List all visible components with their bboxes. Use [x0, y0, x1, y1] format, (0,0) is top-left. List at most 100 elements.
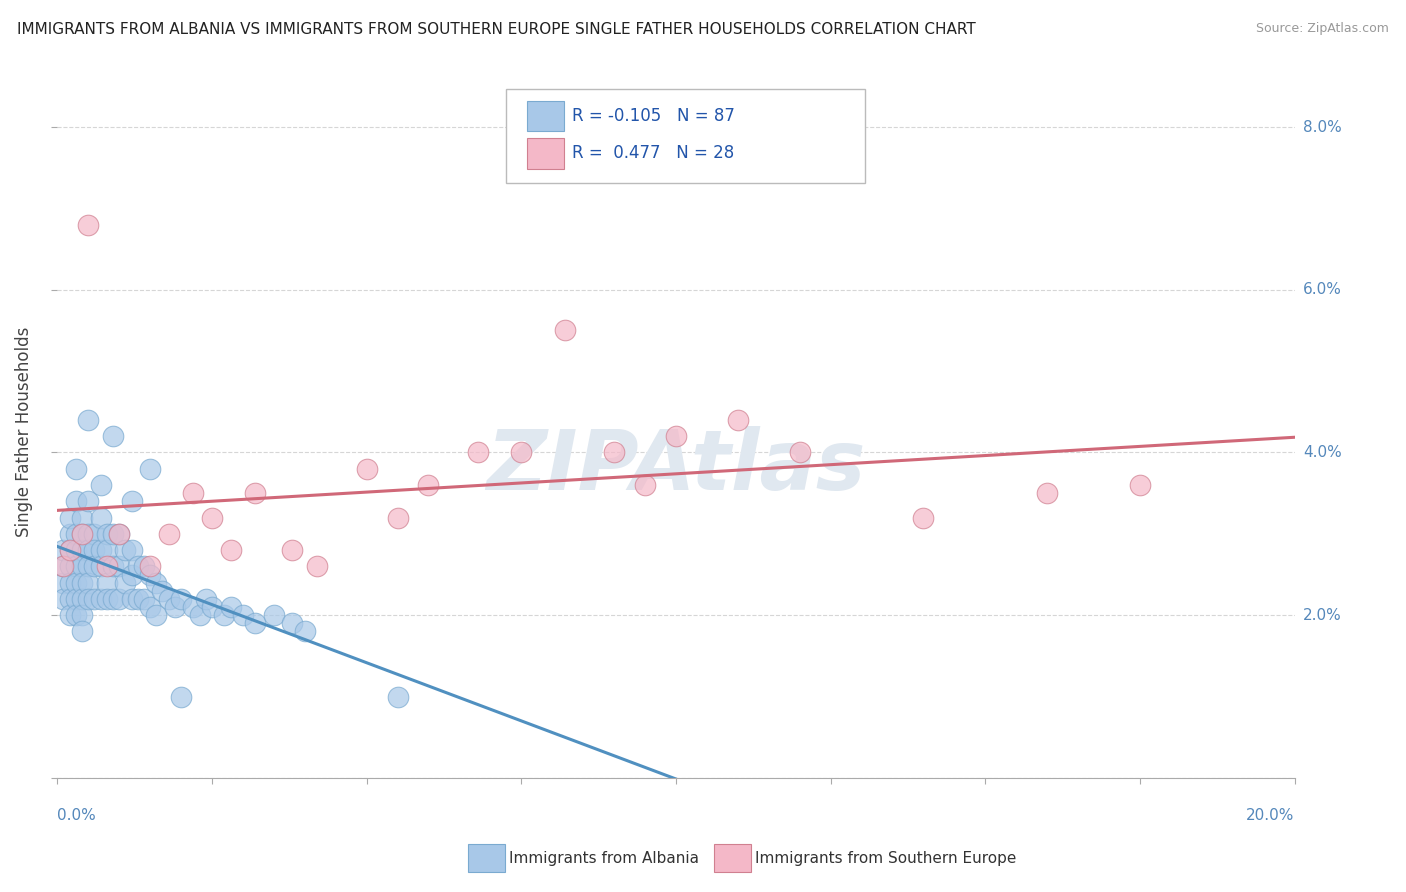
Point — [127, 559, 149, 574]
Point — [139, 600, 162, 615]
Point — [59, 575, 82, 590]
Point — [83, 526, 105, 541]
Point — [219, 543, 242, 558]
Point — [188, 608, 211, 623]
Point — [152, 583, 174, 598]
Point — [139, 462, 162, 476]
Point — [70, 526, 93, 541]
Point — [201, 510, 224, 524]
Point — [232, 608, 254, 623]
Point — [59, 591, 82, 606]
Text: Source: ZipAtlas.com: Source: ZipAtlas.com — [1256, 22, 1389, 36]
Point — [70, 608, 93, 623]
Point — [467, 445, 489, 459]
Point — [307, 559, 329, 574]
Point — [65, 462, 87, 476]
Point — [139, 559, 162, 574]
Y-axis label: Single Father Households: Single Father Households — [15, 327, 32, 537]
Point — [170, 690, 193, 704]
Point — [127, 591, 149, 606]
Point — [121, 543, 143, 558]
Point — [245, 486, 267, 500]
Point — [101, 591, 124, 606]
Point — [157, 526, 180, 541]
Text: 8.0%: 8.0% — [1303, 120, 1341, 135]
Point — [65, 494, 87, 508]
Point — [121, 567, 143, 582]
Text: 20.0%: 20.0% — [1246, 808, 1295, 823]
Point — [101, 526, 124, 541]
Point — [77, 526, 100, 541]
Point — [108, 526, 131, 541]
Point — [52, 575, 75, 590]
Point — [108, 526, 131, 541]
Point — [77, 559, 100, 574]
Point — [603, 445, 626, 459]
Point — [52, 543, 75, 558]
Point — [96, 591, 118, 606]
Point — [114, 575, 136, 590]
Point — [1129, 478, 1152, 492]
Point — [59, 608, 82, 623]
Point — [145, 608, 167, 623]
Point — [77, 494, 100, 508]
Point — [96, 526, 118, 541]
Point — [65, 526, 87, 541]
Point — [70, 591, 93, 606]
Point — [70, 559, 93, 574]
Point — [281, 543, 304, 558]
Point — [634, 478, 657, 492]
Point — [387, 510, 409, 524]
Point — [96, 543, 118, 558]
Point — [183, 486, 205, 500]
Point — [219, 600, 242, 615]
Point — [65, 591, 87, 606]
Point — [52, 559, 75, 574]
Point — [52, 559, 75, 574]
Point — [59, 543, 82, 558]
Point — [90, 510, 112, 524]
Text: 0.0%: 0.0% — [58, 808, 96, 823]
Point — [70, 624, 93, 639]
Point — [114, 543, 136, 558]
Text: Immigrants from Southern Europe: Immigrants from Southern Europe — [755, 851, 1017, 865]
Point — [418, 478, 440, 492]
Point — [90, 478, 112, 492]
Point — [281, 616, 304, 631]
Point — [201, 600, 224, 615]
Point — [65, 543, 87, 558]
Point — [108, 559, 131, 574]
Point — [70, 575, 93, 590]
Point — [245, 616, 267, 631]
Point — [65, 559, 87, 574]
Point — [132, 591, 155, 606]
Point — [183, 600, 205, 615]
Point — [157, 591, 180, 606]
Point — [170, 591, 193, 606]
Text: 6.0%: 6.0% — [1303, 282, 1341, 297]
Point — [59, 526, 82, 541]
Point — [665, 429, 688, 443]
Point — [77, 218, 100, 232]
Point — [96, 559, 118, 574]
Point — [90, 591, 112, 606]
Point — [132, 559, 155, 574]
Point — [554, 323, 576, 337]
Point — [96, 575, 118, 590]
Text: Immigrants from Albania: Immigrants from Albania — [509, 851, 699, 865]
Point — [214, 608, 236, 623]
Point — [789, 445, 811, 459]
Point — [77, 543, 100, 558]
Point — [912, 510, 935, 524]
Point — [194, 591, 217, 606]
Point — [77, 413, 100, 427]
Point — [70, 510, 93, 524]
Text: IMMIGRANTS FROM ALBANIA VS IMMIGRANTS FROM SOUTHERN EUROPE SINGLE FATHER HOUSEHO: IMMIGRANTS FROM ALBANIA VS IMMIGRANTS FR… — [17, 22, 976, 37]
Point — [83, 543, 105, 558]
Point — [101, 429, 124, 443]
Point — [59, 543, 82, 558]
Point — [77, 575, 100, 590]
Point — [70, 526, 93, 541]
Point — [90, 543, 112, 558]
Text: R = -0.105   N = 87: R = -0.105 N = 87 — [572, 107, 735, 125]
